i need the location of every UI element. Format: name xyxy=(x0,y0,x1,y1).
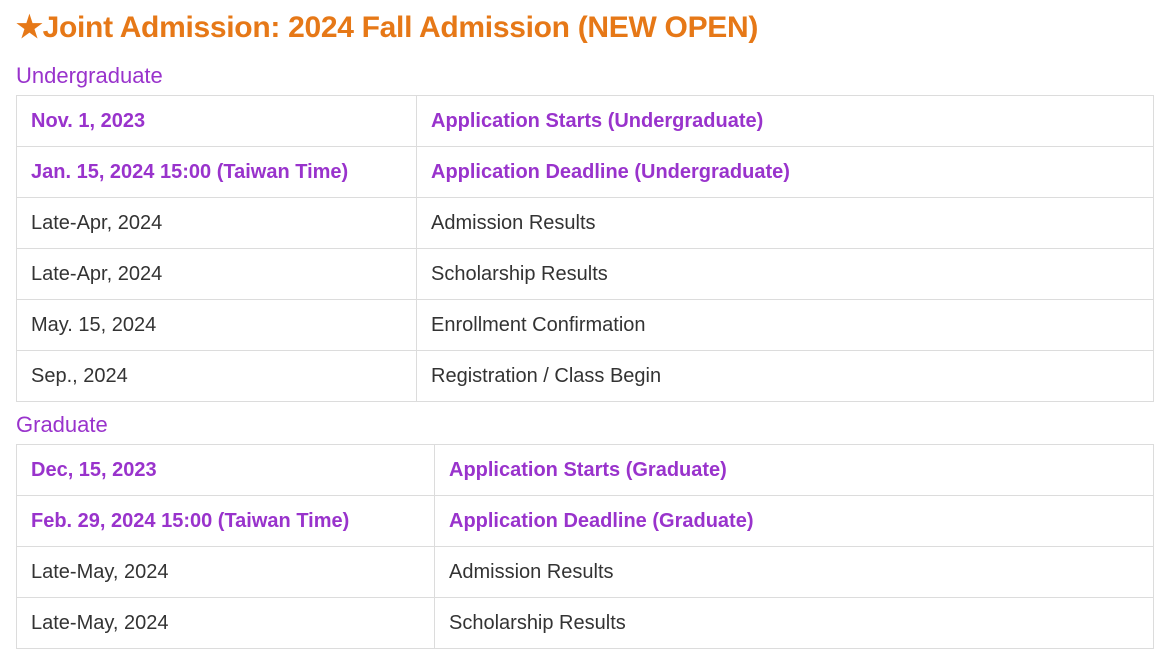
date-cell: Nov. 1, 2023 xyxy=(17,96,417,147)
date-cell: Feb. 29, 2024 15:00 (Taiwan Time) xyxy=(17,496,435,547)
title-text: Joint Admission: 2024 Fall Admission (NE… xyxy=(43,11,758,44)
event-cell: Scholarship Results xyxy=(417,249,1154,300)
date-cell: Jan. 15, 2024 15:00 (Taiwan Time) xyxy=(17,147,417,198)
event-cell: Application Starts (Graduate) xyxy=(435,445,1154,496)
event-cell: Admission Results xyxy=(435,547,1154,598)
table-row: Late-Apr, 2024Admission Results xyxy=(17,198,1154,249)
table-row: Late-May, 2024Scholarship Results xyxy=(17,598,1154,649)
event-cell: Application Starts (Undergraduate) xyxy=(417,96,1154,147)
table-row: May. 15, 2024Enrollment Confirmation xyxy=(17,300,1154,351)
table-row: Dec, 15, 2023Application Starts (Graduat… xyxy=(17,445,1154,496)
date-cell: Late-May, 2024 xyxy=(17,598,435,649)
event-cell: Registration / Class Begin xyxy=(417,351,1154,402)
table-row: Feb. 29, 2024 15:00 (Taiwan Time)Applica… xyxy=(17,496,1154,547)
graduate-heading: Graduate xyxy=(16,412,1154,438)
table-row: Late-May, 2024Admission Results xyxy=(17,547,1154,598)
event-cell: Application Deadline (Undergraduate) xyxy=(417,147,1154,198)
date-cell: Dec, 15, 2023 xyxy=(17,445,435,496)
date-cell: May. 15, 2024 xyxy=(17,300,417,351)
undergraduate-heading: Undergraduate xyxy=(16,63,1154,89)
event-cell: Enrollment Confirmation xyxy=(417,300,1154,351)
event-cell: Scholarship Results xyxy=(435,598,1154,649)
date-cell: Late-Apr, 2024 xyxy=(17,249,417,300)
table-row: Nov. 1, 2023Application Starts (Undergra… xyxy=(17,96,1154,147)
graduate-table: Dec, 15, 2023Application Starts (Graduat… xyxy=(16,444,1154,649)
undergraduate-table: Nov. 1, 2023Application Starts (Undergra… xyxy=(16,95,1154,402)
table-row: Sep., 2024Registration / Class Begin xyxy=(17,351,1154,402)
date-cell: Late-May, 2024 xyxy=(17,547,435,598)
table-row: Jan. 15, 2024 15:00 (Taiwan Time)Applica… xyxy=(17,147,1154,198)
event-cell: Admission Results xyxy=(417,198,1154,249)
star-icon: ★ xyxy=(16,11,43,44)
date-cell: Sep., 2024 xyxy=(17,351,417,402)
event-cell: Application Deadline (Graduate) xyxy=(435,496,1154,547)
date-cell: Late-Apr, 2024 xyxy=(17,198,417,249)
table-row: Late-Apr, 2024Scholarship Results xyxy=(17,249,1154,300)
page-title: ★Joint Admission: 2024 Fall Admission (N… xyxy=(16,10,1154,45)
